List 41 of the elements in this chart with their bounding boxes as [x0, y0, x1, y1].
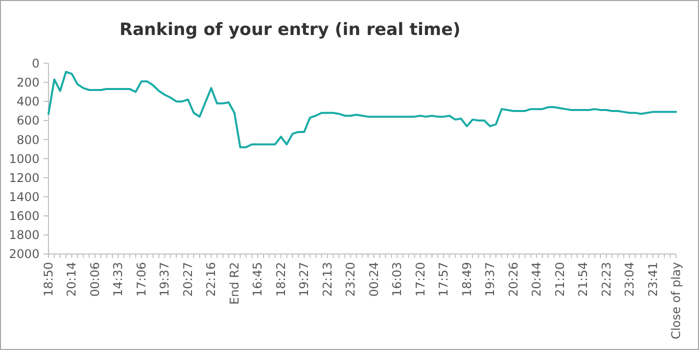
x-tick-label: 22:23	[599, 262, 614, 297]
y-tick-label: 0	[32, 56, 40, 70]
x-tick-label: 17:20	[413, 262, 428, 297]
x-tick-label: 17:57	[436, 262, 451, 297]
x-tick-label: 16:45	[250, 262, 265, 297]
x-tick-label: 16:03	[390, 262, 404, 297]
y-tick-label: 1800	[8, 228, 40, 242]
x-tick-label: Close of play	[669, 262, 683, 340]
x-tick-label: 19:37	[158, 262, 172, 297]
x-tick-label: 14:33	[111, 262, 126, 297]
x-tick-label: 18:22	[274, 262, 288, 297]
y-tick-label: 400	[16, 94, 40, 109]
y-tick-label: 1600	[8, 209, 40, 224]
x-tick-label: End R2	[227, 262, 242, 305]
x-tick-label: 17:06	[134, 262, 148, 297]
y-tick-label: 2000	[8, 247, 40, 262]
x-tick-label: 20:26	[506, 262, 520, 297]
x-tick-label: 18:49	[460, 262, 474, 297]
y-tick-label: 1200	[8, 170, 40, 185]
x-tick-label: 21:54	[576, 262, 590, 297]
y-tick-label: 1000	[8, 152, 40, 166]
x-tick-label: 00:24	[366, 262, 381, 297]
x-tick-label: 19:27	[297, 262, 312, 297]
x-tick-label: 20:27	[180, 262, 195, 297]
x-tick-label: 23:41	[646, 262, 660, 297]
x-tick-label: 21:20	[552, 262, 567, 297]
y-tick-label: 600	[16, 114, 40, 128]
y-tick-label: 800	[16, 132, 40, 147]
x-tick-label: 23:20	[344, 262, 358, 297]
y-tick-label: 1400	[8, 190, 40, 204]
x-tick-label: 22:16	[204, 262, 218, 297]
x-tick-label: 20:14	[64, 262, 79, 297]
chart-title: Ranking of your entry (in real time)	[119, 20, 461, 40]
x-tick-label: 18:50	[42, 262, 56, 297]
line-series	[48, 70, 677, 148]
x-tick-label: 20:44	[530, 262, 544, 297]
x-tick-label: 23:04	[622, 262, 637, 297]
x-tick-label: 00:06	[88, 262, 102, 297]
x-tick-label: 22:13	[320, 262, 334, 297]
y-tick-label: 200	[16, 76, 40, 90]
x-tick-label: 19:37	[483, 262, 498, 297]
